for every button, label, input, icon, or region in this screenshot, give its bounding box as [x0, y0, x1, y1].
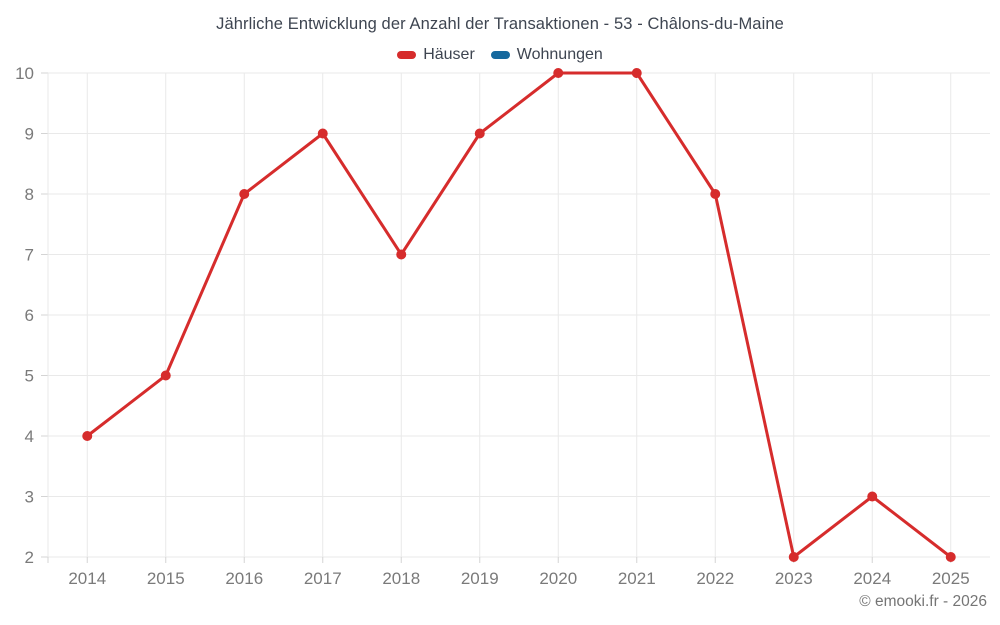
y-axis-label: 3 — [25, 488, 34, 507]
data-point[interactable] — [631, 68, 642, 78]
data-point[interactable] — [788, 552, 799, 562]
data-point[interactable] — [160, 370, 171, 381]
x-axis-label: 2016 — [225, 569, 263, 588]
x-axis-label: 2015 — [147, 569, 185, 588]
data-point[interactable] — [710, 189, 721, 199]
x-axis-label: 2017 — [304, 569, 342, 588]
x-axis-label: 2022 — [696, 569, 734, 588]
y-axis-label: 8 — [25, 185, 34, 204]
data-point[interactable] — [239, 189, 250, 199]
x-axis-label: 2021 — [618, 569, 656, 588]
legend-item-wohnungen[interactable]: Wohnungen — [490, 46, 603, 64]
legend-item-haeuser[interactable]: Häuser — [397, 46, 475, 64]
y-axis-label: 2 — [25, 548, 34, 567]
data-point[interactable] — [867, 491, 878, 502]
data-point[interactable] — [317, 128, 328, 139]
y-axis-label: 6 — [25, 306, 34, 325]
data-point[interactable] — [82, 431, 93, 441]
y-axis-label: 10 — [15, 64, 34, 83]
y-axis-label: 4 — [25, 427, 34, 446]
legend-label-haeuser: Häuser — [423, 46, 475, 63]
data-point[interactable] — [474, 128, 485, 139]
y-axis-label: 7 — [25, 246, 34, 265]
x-axis-label: 2023 — [775, 569, 813, 588]
series-line-häuser — [85, 71, 953, 559]
chart-legend: Häuser Wohnungen — [0, 46, 1000, 64]
chart-title: Jährliche Entwicklung der Anzahl der Tra… — [216, 15, 784, 33]
legend-swatch-wohnungen — [490, 51, 510, 59]
x-axis-label: 2020 — [539, 569, 577, 588]
data-point[interactable] — [553, 68, 564, 78]
x-axis-label: 2024 — [853, 569, 891, 588]
x-axis-label: 2018 — [382, 569, 420, 588]
data-point[interactable] — [396, 249, 407, 260]
data-point[interactable] — [945, 552, 956, 562]
x-axis-label: 2025 — [932, 569, 970, 588]
x-axis-label: 2019 — [461, 569, 499, 588]
y-axis-label: 9 — [25, 125, 34, 144]
credit-text: © emooki.fr - 2026 — [859, 593, 987, 610]
y-axis-label: 5 — [25, 367, 34, 386]
x-axis-label: 2014 — [68, 569, 106, 588]
legend-swatch-haeuser — [397, 51, 417, 59]
legend-label-wohnungen: Wohnungen — [516, 46, 603, 63]
